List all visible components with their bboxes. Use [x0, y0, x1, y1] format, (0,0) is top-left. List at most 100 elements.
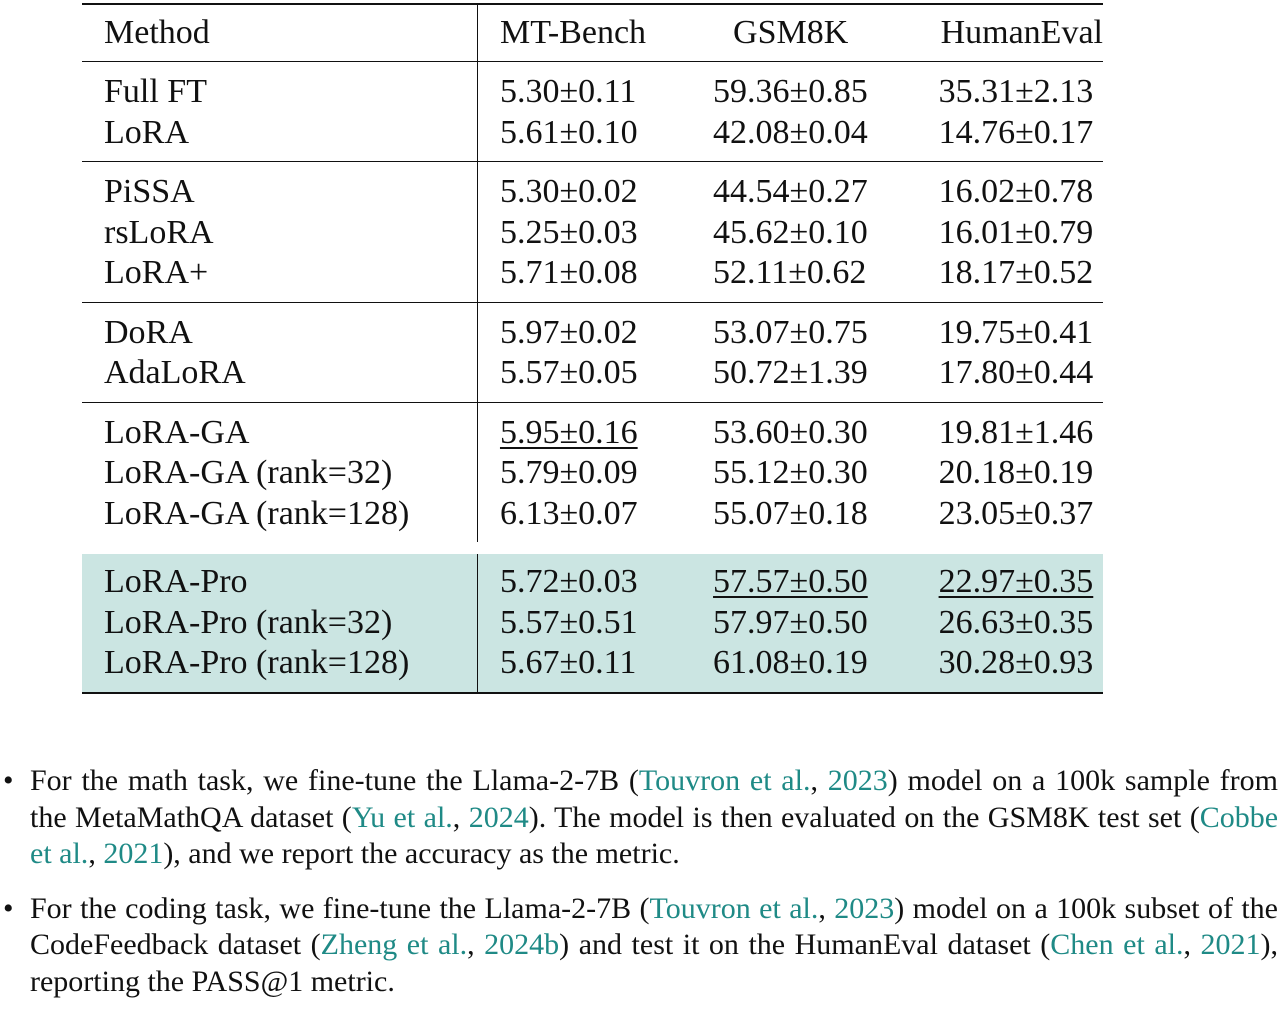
humaneval-cell: 19.75±0.41 [938, 313, 1094, 351]
method-cell: LoRA-GA (rank=32) [104, 454, 393, 491]
table-row: LoRA+ 5.71±0.08 52.11±0.62 18.17±0.52 [82, 253, 1103, 302]
mt-bench-cell: 5.25±0.03 [476, 212, 714, 253]
gsm8k-cell: 52.11±0.62 [713, 254, 867, 291]
citation-year-link[interactable]: 2024 [468, 800, 529, 834]
humaneval-cell: 19.81±1.46 [938, 413, 1094, 451]
table-row: PiSSA 5.30±0.02 44.54±0.27 16.02±0.78 [82, 161, 1103, 213]
citation-separator: , [467, 928, 485, 961]
citation-link[interactable]: Touvron et al. [649, 891, 819, 925]
bullet-text: ) model on a 100k sample from the MetaMa… [30, 764, 1278, 834]
mt-bench-cell: 5.57±0.51 [476, 602, 714, 643]
citation-year-link[interactable]: 2024b [484, 928, 560, 961]
table-row: LoRA-Pro 5.72±0.03 57.57±0.50 22.97±0.35 [82, 548, 1103, 603]
bullet-text: For the math task, we fine-tune the Llam… [30, 764, 639, 797]
mt-bench-cell: 5.95±0.16 [476, 402, 714, 453]
gsm8k-cell: 59.36±0.85 [713, 73, 868, 110]
table-row: LoRA-GA (rank=32) 5.79±0.09 55.12±0.30 2… [82, 453, 1103, 494]
method-cell: PiSSA [104, 173, 195, 210]
citation-separator: , [452, 800, 469, 834]
humaneval-cell: 30.28±0.93 [938, 643, 1103, 693]
method-cell: Full FT [104, 73, 207, 110]
bullet-text: ), and we report the accuracy as the met… [163, 837, 680, 870]
method-cell: DoRA [104, 313, 193, 351]
gsm8k-cell: 42.08±0.04 [713, 113, 868, 151]
gsm8k-cell: 53.60±0.30 [713, 413, 868, 451]
citation-link[interactable]: Yu et al. [351, 800, 453, 834]
citation-separator: , [810, 764, 828, 797]
bullet-icon: • [3, 764, 14, 797]
bullet-text: ) model on a 100k subset of the CodeFeed… [30, 891, 1278, 962]
table-group-adaptive: DoRA 5.97±0.02 53.07±0.75 19.75±0.41 Ada… [82, 302, 1103, 402]
table-header-row: Method MT-Bench GSM8K HumanEval [82, 4, 1103, 62]
table-group-lora-pro: LoRA-Pro 5.72±0.03 57.57±0.50 22.97±0.35… [82, 548, 1103, 693]
citation-link[interactable]: Chen et al. [1050, 928, 1184, 961]
mt-bench-cell: 5.30±0.11 [476, 61, 714, 113]
method-cell: LoRA-GA [104, 413, 250, 451]
bullet-text: ), reporting the PASS@1 metric. [30, 928, 1278, 998]
bullet-text: For the coding task, we fine-tune the Ll… [30, 891, 650, 925]
mt-bench-cell: 5.30±0.02 [476, 161, 714, 213]
citation-link[interactable]: Cobbe et al. [30, 800, 1279, 871]
table-row: LoRA-Pro (rank=32) 5.57±0.51 57.97±0.50 … [82, 602, 1103, 643]
mt-bench-cell: 5.67±0.11 [476, 643, 714, 693]
gsm8k-cell: 57.97±0.50 [713, 602, 939, 643]
citation-link[interactable]: Touvron et al. [638, 764, 811, 797]
mt-bench-cell: 5.97±0.02 [476, 302, 714, 353]
citation-year-link[interactable]: 2021 [103, 837, 164, 870]
mt-bench-cell: 5.72±0.03 [476, 548, 714, 603]
gsm8k-cell: 55.12±0.30 [713, 454, 868, 491]
gsm8k-cell: 53.07±0.75 [713, 313, 868, 351]
bullet-list: • For the math task, we fine-tune the Ll… [0, 763, 1282, 1018]
bullet-text: ) and test it on the HumanEval dataset ( [559, 928, 1051, 961]
header-mt-bench: MT-Bench [476, 4, 714, 62]
method-cell: LoRA-GA (rank=128) [104, 494, 410, 532]
gsm8k-cell: 50.72±1.39 [713, 354, 868, 391]
mt-bench-cell: 5.61±0.10 [476, 112, 714, 162]
bullet-coding-task: • For the coding task, we fine-tune the … [0, 891, 1278, 1001]
citation-year-link[interactable]: 2023 [827, 764, 888, 797]
mt-bench-cell: 5.71±0.08 [476, 253, 714, 302]
table-group-lora-ga: LoRA-GA 5.95±0.16 53.60±0.30 19.81±1.46 … [82, 402, 1103, 548]
mt-bench-cell: 5.57±0.05 [476, 353, 714, 402]
humaneval-cell: 26.63±0.35 [938, 602, 1103, 643]
bullet-text: ). The model is then evaluated on the GS… [528, 800, 1200, 834]
citation-link[interactable]: Zheng et al. [320, 928, 468, 961]
table-row: LoRA-GA (rank=128) 6.13±0.07 55.07±0.18 … [82, 493, 1103, 548]
gsm8k-cell: 57.57±0.50 [713, 548, 939, 603]
method-cell: LoRA-Pro (rank=128) [82, 643, 478, 693]
humaneval-cell: 17.80±0.44 [938, 354, 1094, 391]
table-row: LoRA-GA 5.95±0.16 53.60±0.30 19.81±1.46 [82, 402, 1103, 453]
humaneval-cell: 16.01±0.79 [938, 213, 1094, 251]
humaneval-cell: 16.02±0.78 [938, 173, 1094, 210]
citation-year-link[interactable]: 2021 [1200, 928, 1261, 961]
humaneval-cell: 20.18±0.19 [938, 454, 1094, 491]
table-group-baselines: Full FT 5.30±0.11 59.36±0.85 35.31±2.13 … [82, 61, 1103, 162]
gsm8k-cell: 44.54±0.27 [713, 173, 868, 210]
citation-separator: , [88, 837, 104, 870]
humaneval-cell: 18.17±0.52 [938, 254, 1094, 291]
mt-bench-cell: 6.13±0.07 [476, 493, 714, 548]
table-row: rsLoRA 5.25±0.03 45.62±0.10 16.01±0.79 [82, 212, 1103, 253]
method-cell: LoRA-Pro (rank=32) [82, 602, 478, 643]
humaneval-cell: 23.05±0.37 [938, 494, 1094, 532]
humaneval-cell: 35.31±2.13 [938, 73, 1094, 110]
method-cell: AdaLoRA [104, 354, 246, 391]
gsm8k-cell: 55.07±0.18 [713, 494, 868, 532]
humaneval-cell: 14.76±0.17 [938, 113, 1094, 151]
gsm8k-cell: 61.08±0.19 [713, 643, 939, 693]
citation-separator: , [818, 891, 835, 925]
method-cell: rsLoRA [104, 213, 214, 251]
table-row: LoRA 5.61±0.10 42.08±0.04 14.76±0.17 [82, 112, 1103, 162]
header-method: Method [104, 13, 210, 51]
bullet-icon: • [3, 891, 14, 925]
humaneval-cell: 22.97±0.35 [938, 548, 1103, 603]
gsm8k-cell: 45.62±0.10 [713, 213, 868, 251]
table-group-lora-variants: PiSSA 5.30±0.02 44.54±0.27 16.02±0.78 rs… [82, 161, 1103, 302]
citation-year-link[interactable]: 2023 [834, 891, 895, 925]
table-row: LoRA-Pro (rank=128) 5.67±0.11 61.08±0.19… [82, 643, 1103, 693]
table-row: DoRA 5.97±0.02 53.07±0.75 19.75±0.41 [82, 302, 1103, 353]
mt-bench-cell: 5.79±0.09 [476, 453, 714, 494]
method-cell: LoRA+ [104, 254, 209, 291]
header-gsm8k: GSM8K [733, 13, 849, 51]
